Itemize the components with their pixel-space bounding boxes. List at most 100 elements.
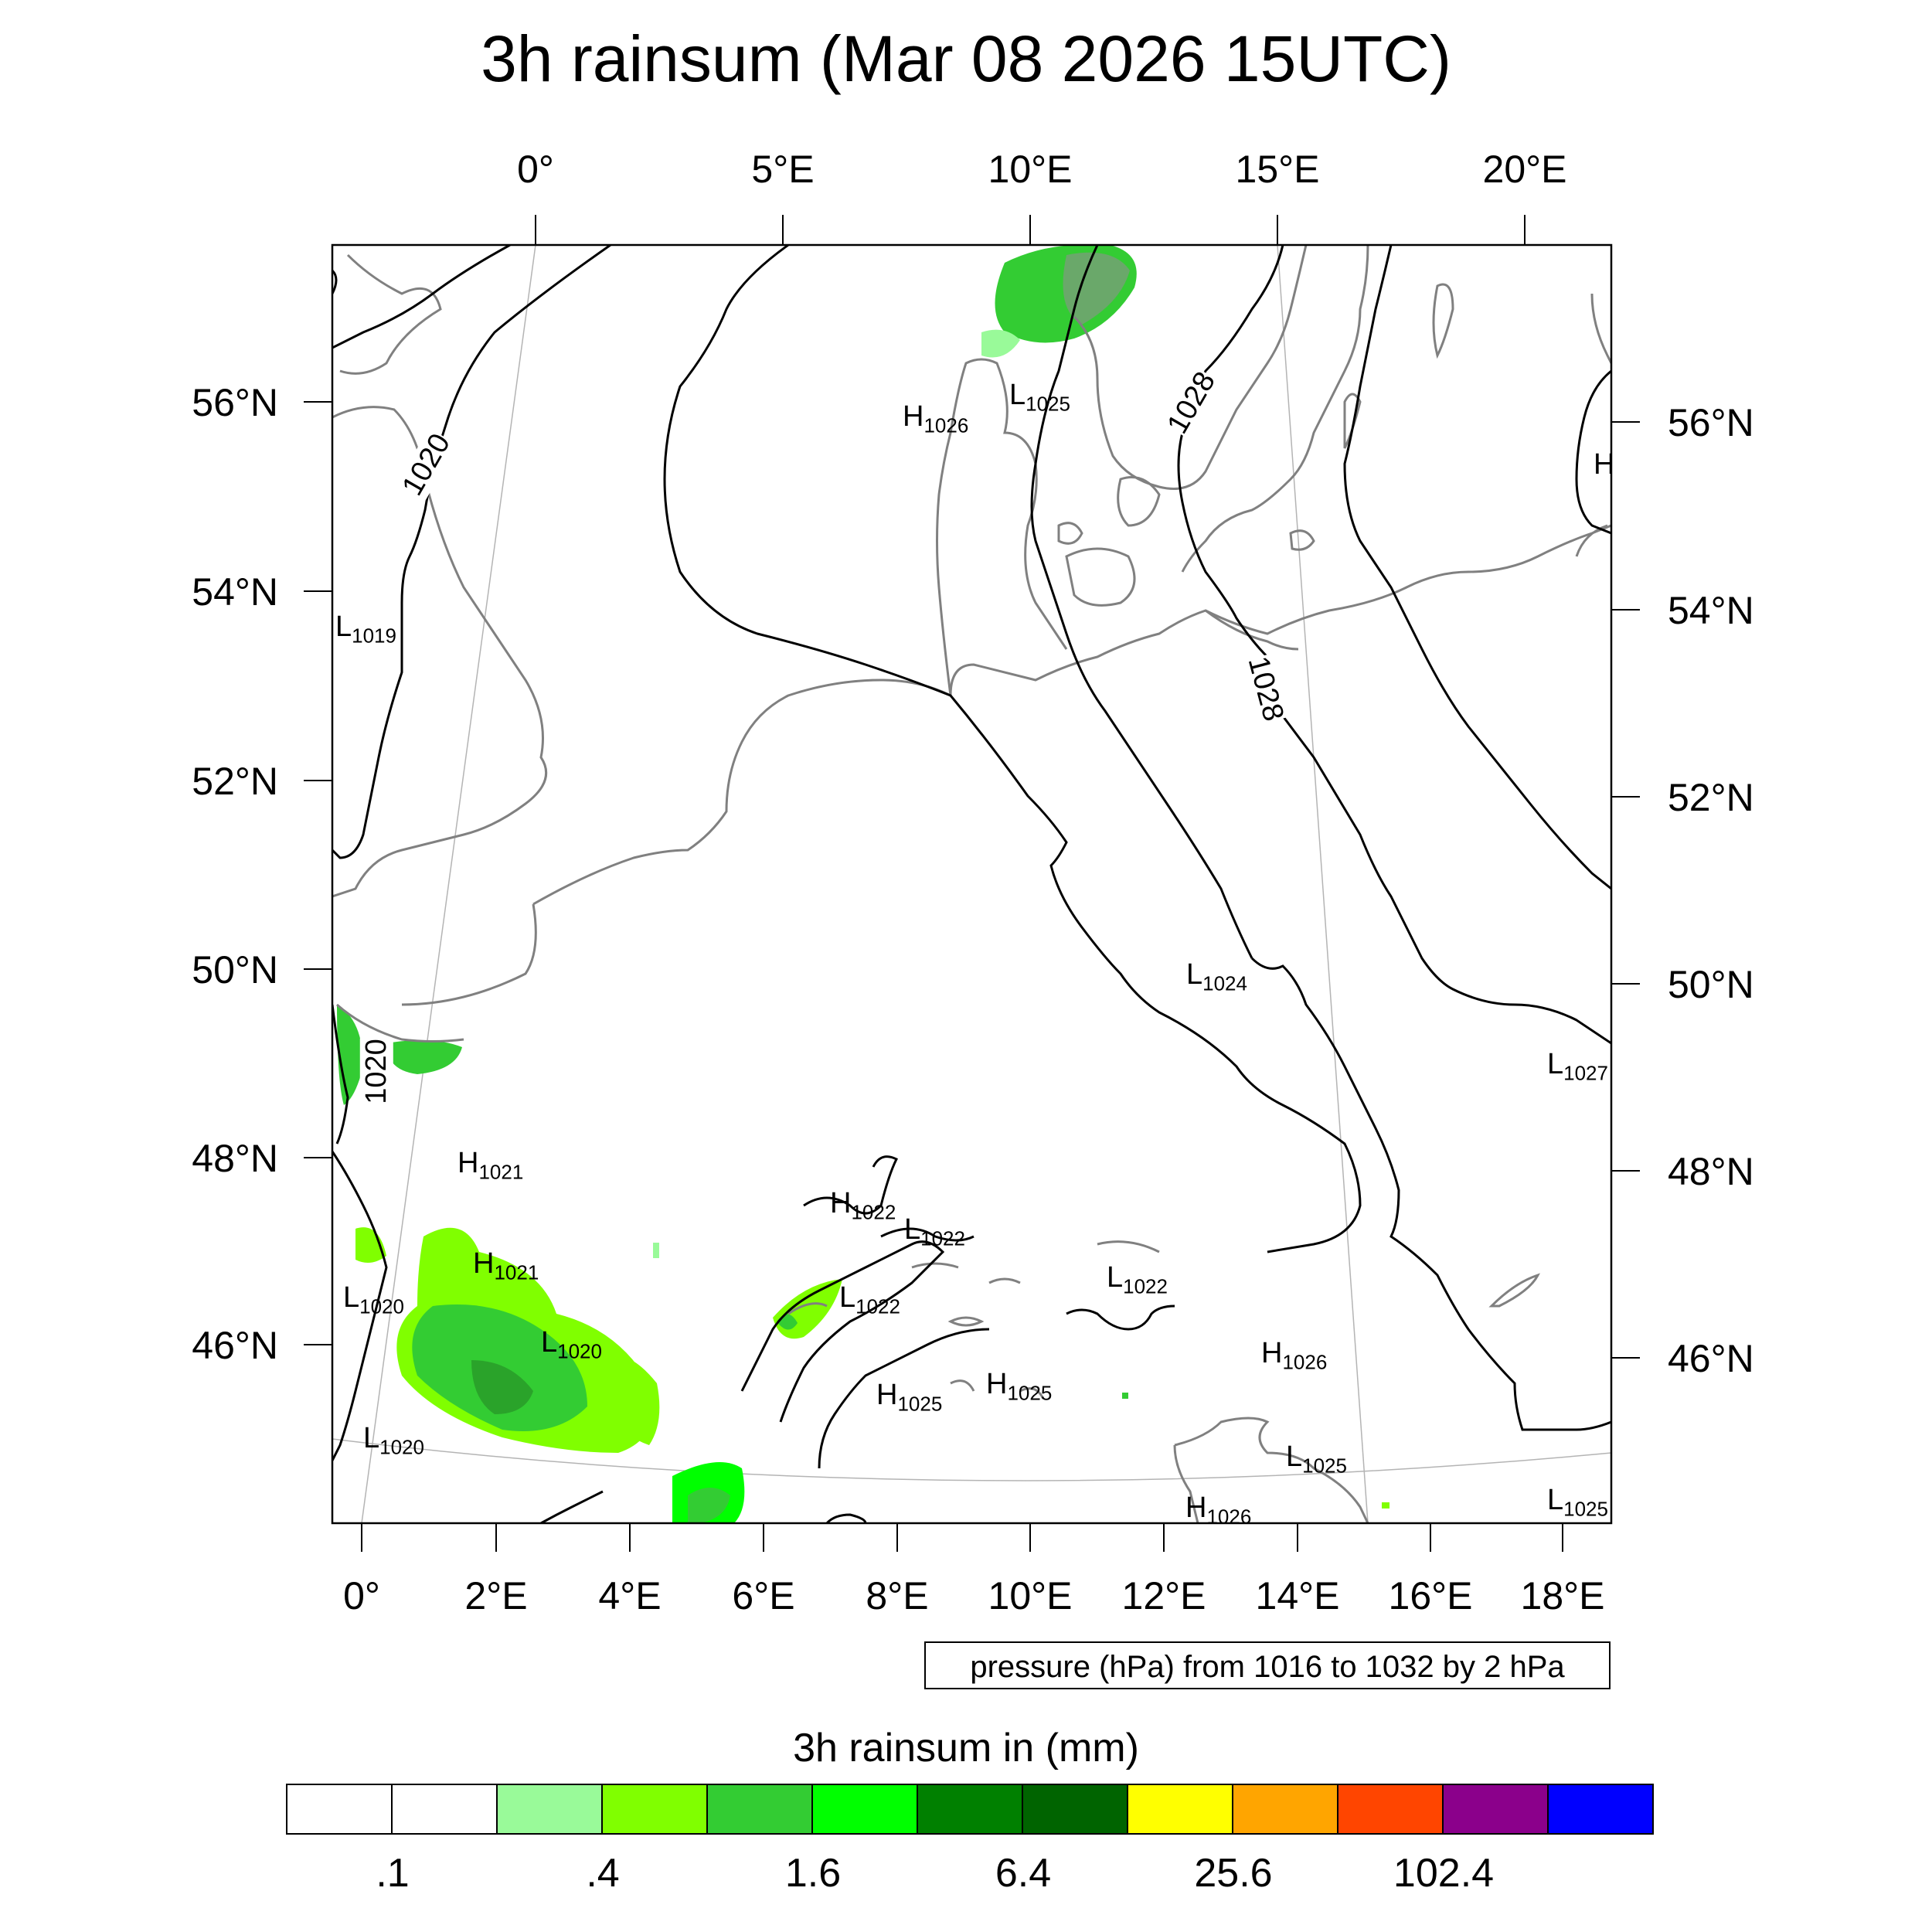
coast-gotland — [1432, 283, 1454, 359]
pressure-center-high: H1022 — [830, 1187, 896, 1224]
pressure-center-low: L1020 — [541, 1326, 602, 1363]
top-lon-label: 10°E — [988, 148, 1073, 191]
bottom-lon-label: 10°E — [988, 1574, 1073, 1617]
rain-speck-2 — [1382, 1502, 1389, 1509]
rain-area-alps — [773, 1279, 842, 1339]
top-lon-label: 5°E — [751, 148, 815, 191]
map-title: 3h rainsum (Mar 08 2026 15UTC) — [481, 22, 1451, 95]
colorbar-swatch — [1337, 1784, 1444, 1835]
colorbar-tick-label: 6.4 — [995, 1851, 1052, 1896]
isobar-south — [540, 1490, 867, 1523]
rain-area-brittany — [355, 1227, 386, 1263]
colorbar-swatch — [286, 1784, 393, 1835]
isobar-alps-c — [880, 1227, 975, 1242]
rain-area-rhone — [601, 1355, 660, 1445]
graticule — [332, 245, 1611, 1523]
pressure-center-low: L1025 — [1286, 1440, 1347, 1478]
colorbar-tick-label: 25.6 — [1194, 1851, 1273, 1896]
pressure-center-high: H1021 — [473, 1247, 539, 1284]
rain-area-southeast-france-core — [688, 1488, 730, 1523]
colorbar-tick-label: .4 — [586, 1851, 620, 1896]
isobar-mid-south — [818, 1328, 990, 1469]
isobar-alps-d — [1066, 1304, 1175, 1331]
coast-france-north — [336, 903, 537, 1043]
coastlines — [332, 245, 1611, 1523]
isobar-west-coast — [332, 1151, 388, 1461]
isobar-1028-a — [1030, 245, 1253, 959]
left-lat-label: 48°N — [192, 1137, 278, 1180]
isobar-alps-b — [803, 1155, 899, 1215]
colorbar-swatch — [1232, 1784, 1338, 1835]
colorbar-swatch — [1127, 1784, 1233, 1835]
top-lon-label: 20°E — [1482, 148, 1567, 191]
pressure-center-high: H1026 — [1185, 1492, 1252, 1523]
isobar-1020-north2 — [332, 269, 338, 294]
pressure-center-low: L1020 — [363, 1422, 424, 1459]
colorbar-tick-label: .1 — [376, 1851, 410, 1896]
left-lat-label: 50°N — [192, 948, 278, 992]
pressure-center-low: L1025 — [1547, 1484, 1608, 1521]
coast-lake-geneva — [947, 1316, 985, 1327]
bottom-lon-label: 8°E — [866, 1574, 929, 1617]
coast-baltic-east — [1575, 293, 1611, 557]
bottom-lon-label: 16°E — [1388, 1574, 1473, 1617]
pressure-center-low: L1024 — [1186, 958, 1247, 995]
isobar-1020-north — [332, 245, 511, 349]
coast-denmark-jutland — [936, 358, 1068, 696]
bottom-lon-label: 18°E — [1520, 1574, 1605, 1617]
pressure-center-high: H1021 — [457, 1147, 524, 1184]
pressure-center-high: H1026 — [903, 400, 969, 437]
colorbar-swatch — [1442, 1784, 1549, 1835]
isobar-label: 1020 — [359, 1039, 393, 1104]
left-lat-tick-marks — [304, 401, 332, 1345]
coast-adriatic-west — [1173, 1444, 1199, 1523]
pressure-center-high: H1025 — [986, 1368, 1053, 1405]
left-lat-label: 52°N — [192, 760, 278, 803]
coast-germany-north — [949, 524, 1611, 696]
rain-area-central-france-core — [471, 1360, 533, 1414]
bottom-lon-label: 2°E — [464, 1574, 528, 1617]
colorbar-title: 3h rainsum in (mm) — [793, 1726, 1139, 1770]
right-lat-label: 52°N — [1668, 776, 1754, 819]
coast-sweden-west — [1073, 245, 1308, 490]
colorbar-swatch — [1547, 1784, 1654, 1835]
colorbar-tick-label: 1.6 — [784, 1851, 842, 1896]
right-lat-label: 54°N — [1668, 589, 1754, 632]
coast-great-britain — [332, 406, 548, 898]
pressure-center-low: L1022 — [904, 1213, 965, 1250]
coast-sweden-east — [1181, 245, 1369, 573]
colorbar-swatch — [1022, 1784, 1128, 1835]
rain-speck-3 — [653, 1243, 659, 1258]
pressure-center-high: H1026 — [1261, 1337, 1328, 1374]
right-lat-label: 46°N — [1668, 1337, 1754, 1380]
coast-denmark-islands — [1057, 476, 1161, 607]
isobar-1020-west — [332, 245, 611, 859]
top-lon-label: 15°E — [1235, 148, 1320, 191]
right-lat-tick-marks — [1611, 421, 1640, 1359]
rain-area-normandy — [386, 1040, 462, 1074]
top-lon-label: 0° — [517, 148, 554, 191]
bottom-lon-label: 14°E — [1255, 1574, 1340, 1617]
colorbar-swatch — [706, 1784, 813, 1835]
pressure-center-high: H — [1594, 448, 1611, 481]
pressure-center-low: L1022 — [1107, 1261, 1168, 1298]
right-lat-label: 50°N — [1668, 963, 1754, 1006]
coast-alps-lakes — [787, 1240, 1160, 1400]
coast-scotland-east — [339, 253, 442, 375]
bottom-lon-label: 4°E — [598, 1574, 662, 1617]
coast-poland — [1205, 609, 1299, 651]
colorbar-swatch — [917, 1784, 1023, 1835]
right-lat-label: 48°N — [1668, 1150, 1754, 1193]
bottom-lon-tick-marks — [361, 1523, 1563, 1552]
top-lon-tick-marks — [535, 215, 1526, 245]
rain-area-northern-sweden-light — [981, 329, 1020, 358]
pressure-center-low: L1025 — [1009, 379, 1070, 416]
bottom-lon-label: 6°E — [732, 1574, 795, 1617]
coast-oland — [1343, 393, 1362, 449]
coast-low-countries — [532, 679, 951, 906]
colorbar-swatch — [601, 1784, 708, 1835]
pressure-center-low: L1022 — [839, 1281, 900, 1318]
right-lat-label: 56°N — [1668, 401, 1754, 444]
